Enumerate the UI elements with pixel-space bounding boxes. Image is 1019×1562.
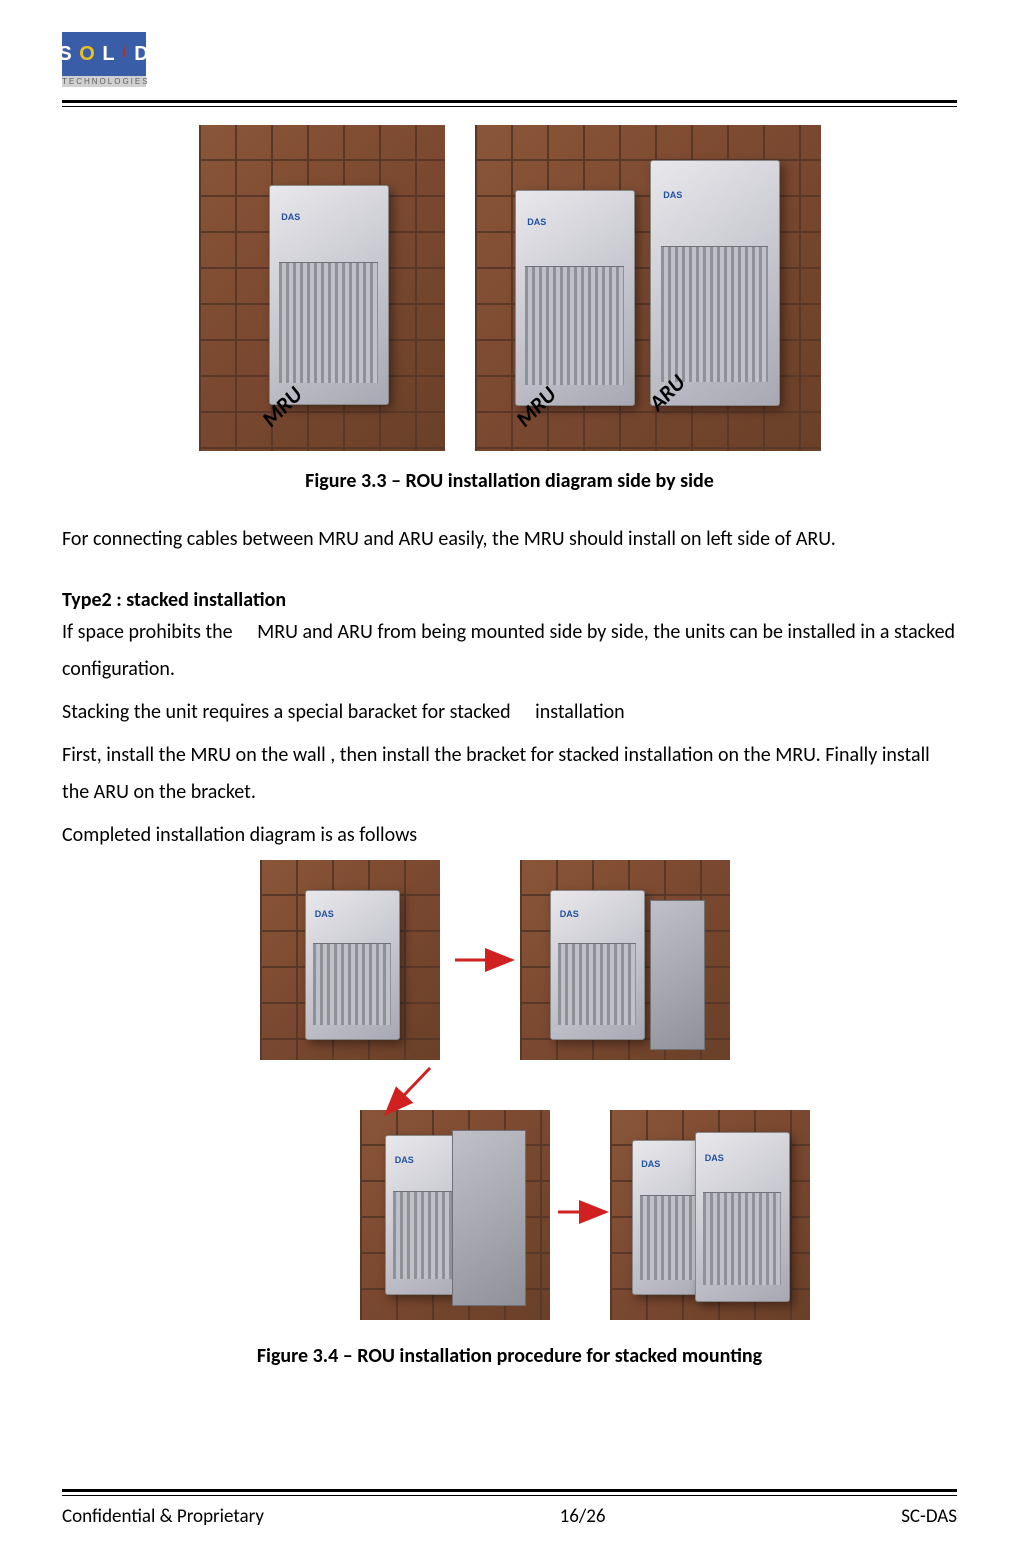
- fig34-panel-4: [610, 1110, 810, 1320]
- footer-left: Confidential & Proprietary: [62, 1505, 264, 1528]
- paragraph-5: Completed installation diagram is as fol…: [62, 817, 957, 854]
- footer-rule: [62, 1489, 957, 1496]
- fig34-panel-2: [520, 860, 730, 1060]
- fig34-panel-3: [360, 1110, 550, 1320]
- logo-s: S: [58, 43, 72, 66]
- fig34-panel-1: [260, 860, 440, 1060]
- logo-i: i: [122, 44, 127, 62]
- paragraph-3: Stacking the unit requires a special bar…: [62, 694, 957, 731]
- type2-heading: Type2 : stacked installation: [62, 588, 957, 612]
- aru-unit: [650, 160, 780, 406]
- brand-logo: S O L i D TECHNOLOGIES: [62, 32, 146, 92]
- footer-right: SC-DAS: [901, 1505, 957, 1528]
- figure-3-3-row: MRU MRU ARU: [62, 125, 957, 451]
- figure-3-3-right: MRU ARU: [475, 125, 821, 451]
- logo-subtitle: TECHNOLOGIES: [62, 76, 146, 87]
- figure-3-3-caption: Figure 3.3 – ROU installation diagram si…: [62, 469, 957, 493]
- mru-unit: [269, 185, 389, 405]
- page-footer: Confidential & Proprietary 16/26 SC-DAS: [62, 1505, 957, 1528]
- logo-d: D: [134, 43, 149, 66]
- mru-unit: [305, 890, 400, 1040]
- paragraph-1: For connecting cables between MRU and AR…: [62, 521, 957, 558]
- logo-l: L: [102, 43, 115, 66]
- paragraph-2: If space prohibits the MRU and ARU from …: [62, 614, 957, 688]
- logo-top: S O L i D: [62, 32, 146, 76]
- figure-3-4-caption: Figure 3.4 – ROU installation procedure …: [62, 1344, 957, 1368]
- header-rule: [62, 100, 957, 107]
- paragraph-4: First, install the MRU on the wall , the…: [62, 737, 957, 811]
- figure-3-4-container: [150, 860, 870, 1330]
- mru-unit: [550, 890, 645, 1040]
- logo-o: O: [79, 43, 96, 66]
- mru-unit: [515, 190, 635, 406]
- stacking-bracket: [452, 1130, 526, 1306]
- figure-3-3-left: MRU: [199, 125, 445, 451]
- aru-unit: [695, 1132, 790, 1302]
- footer-center: 16/26: [560, 1505, 606, 1528]
- stacking-bracket: [650, 900, 705, 1050]
